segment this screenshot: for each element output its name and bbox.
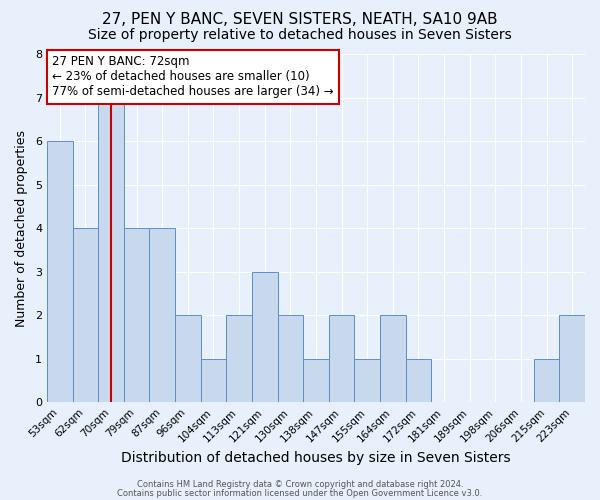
Bar [380, 316, 406, 402]
Text: Contains public sector information licensed under the Open Government Licence v3: Contains public sector information licen… [118, 488, 482, 498]
Bar [149, 228, 175, 402]
Bar [329, 316, 355, 402]
Bar [534, 359, 559, 403]
Bar [98, 98, 124, 403]
Bar [559, 316, 585, 402]
Bar [278, 316, 303, 402]
Bar [175, 316, 200, 402]
Bar [124, 228, 149, 402]
Text: 27 PEN Y BANC: 72sqm
← 23% of detached houses are smaller (10)
77% of semi-detac: 27 PEN Y BANC: 72sqm ← 23% of detached h… [52, 56, 334, 98]
Bar [73, 228, 98, 402]
Y-axis label: Number of detached properties: Number of detached properties [15, 130, 28, 326]
Bar [252, 272, 278, 402]
Text: Contains HM Land Registry data © Crown copyright and database right 2024.: Contains HM Land Registry data © Crown c… [137, 480, 463, 489]
Bar [226, 316, 252, 402]
Bar [355, 359, 380, 403]
Text: Size of property relative to detached houses in Seven Sisters: Size of property relative to detached ho… [88, 28, 512, 42]
Bar [47, 141, 73, 403]
Bar [303, 359, 329, 403]
X-axis label: Distribution of detached houses by size in Seven Sisters: Distribution of detached houses by size … [121, 451, 511, 465]
Bar [200, 359, 226, 403]
Bar [406, 359, 431, 403]
Text: 27, PEN Y BANC, SEVEN SISTERS, NEATH, SA10 9AB: 27, PEN Y BANC, SEVEN SISTERS, NEATH, SA… [102, 12, 498, 28]
